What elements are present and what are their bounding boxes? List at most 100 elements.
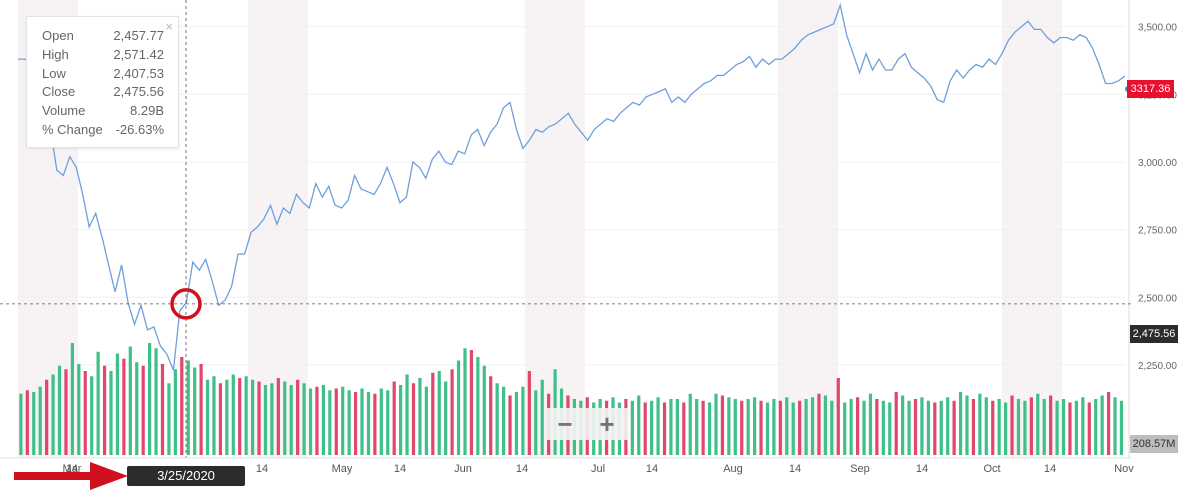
highlight-circle bbox=[170, 288, 202, 320]
volume-bar bbox=[527, 371, 531, 455]
volume-bar bbox=[881, 400, 885, 455]
volume-bar bbox=[328, 390, 332, 455]
volume-bar bbox=[180, 357, 184, 455]
volume-bar bbox=[444, 381, 448, 455]
last-price-badge: 3317.36 bbox=[1127, 80, 1174, 98]
y-tick-label: 2,500.00 bbox=[1138, 293, 1177, 304]
volume-bar bbox=[1119, 400, 1124, 455]
volume-bar bbox=[141, 365, 145, 455]
ohlc-tooltip: × Open 2,457.77 High 2,571.42 Low 2,407.… bbox=[26, 16, 179, 148]
volume-bar bbox=[186, 360, 190, 455]
volume-bar bbox=[199, 364, 203, 455]
x-tick-label: Aug bbox=[723, 463, 743, 475]
volume-bar bbox=[173, 369, 177, 455]
tooltip-value: 2,407.53 bbox=[113, 65, 164, 81]
volume-bar bbox=[740, 400, 744, 455]
volume-bar bbox=[804, 399, 808, 455]
tooltip-row-low: Low 2,407.53 bbox=[42, 65, 164, 84]
volume-bar bbox=[1049, 395, 1053, 455]
x-tick-label: 14 bbox=[916, 463, 928, 475]
volume-bar bbox=[508, 395, 512, 455]
volume-bar bbox=[1023, 400, 1027, 455]
tooltip-value: 2,571.42 bbox=[113, 46, 164, 62]
volume-bar bbox=[386, 390, 390, 455]
volume-bar bbox=[308, 388, 313, 455]
volume-bar bbox=[920, 397, 924, 455]
volume-bar bbox=[315, 386, 319, 455]
volume-bar bbox=[785, 397, 789, 455]
volume-bar bbox=[701, 400, 705, 455]
volume-bar bbox=[534, 390, 538, 455]
tooltip-label: Open bbox=[42, 28, 74, 43]
tooltip-row-volume: Volume 8.29B bbox=[42, 102, 164, 121]
tooltip-label: Low bbox=[42, 65, 66, 81]
close-icon[interactable]: × bbox=[165, 19, 173, 34]
volume-bar bbox=[399, 385, 403, 455]
volume-bar bbox=[366, 392, 371, 455]
volume-bar bbox=[746, 399, 750, 455]
tooltip-label: Volume bbox=[42, 103, 86, 119]
x-tick-label: Jun bbox=[454, 463, 472, 475]
volume-bar bbox=[450, 369, 454, 455]
volume-bar bbox=[115, 353, 120, 455]
volume-bar bbox=[289, 385, 293, 455]
x-tick-label: May bbox=[332, 463, 353, 475]
volume-bar bbox=[946, 397, 950, 455]
volume-bar bbox=[901, 395, 905, 455]
volume-bar bbox=[463, 348, 467, 455]
volume-bar bbox=[212, 376, 216, 455]
y-tick-label: 2,750.00 bbox=[1138, 226, 1177, 237]
volume-bar bbox=[1055, 400, 1059, 455]
volume-bar bbox=[250, 379, 255, 455]
volume-bar bbox=[302, 383, 306, 455]
volume-bar bbox=[276, 378, 280, 455]
x-tick-label: 14 bbox=[256, 463, 268, 475]
volume-bar bbox=[637, 395, 641, 455]
x-tick-label: 14 bbox=[789, 463, 801, 475]
x-tick-label: 14 bbox=[646, 463, 658, 475]
volume-bar bbox=[25, 390, 29, 455]
volume-bar bbox=[868, 393, 873, 455]
volume-bar bbox=[926, 400, 930, 455]
tooltip-value: 2,457.77 bbox=[113, 28, 164, 43]
volume-bar bbox=[836, 378, 840, 455]
volume-bar bbox=[38, 386, 42, 455]
volume-bar bbox=[353, 392, 358, 455]
volume-badge: 208.57M bbox=[1130, 435, 1178, 453]
tooltip-label: High bbox=[42, 46, 69, 62]
zoom-out-button[interactable]: − bbox=[557, 409, 573, 439]
volume-bar bbox=[540, 379, 544, 455]
volume-bar bbox=[57, 365, 62, 455]
volume-bar bbox=[1042, 399, 1046, 455]
volume-bar bbox=[823, 395, 828, 455]
volume-bar bbox=[688, 393, 692, 455]
volume-bar bbox=[675, 399, 679, 455]
volume-bar bbox=[122, 358, 126, 455]
x-tick-label: Oct bbox=[983, 463, 1000, 475]
volume-bar bbox=[1113, 397, 1117, 455]
tooltip-row-open: Open 2,457.77 bbox=[42, 27, 164, 46]
volume-bar bbox=[1029, 397, 1033, 455]
volume-bar bbox=[51, 374, 55, 455]
volume-bar bbox=[405, 374, 409, 455]
volume-bar bbox=[630, 400, 634, 455]
volume-bar bbox=[662, 402, 667, 455]
volume-bar bbox=[894, 392, 898, 455]
volume-bar bbox=[1074, 400, 1079, 455]
volume-bar bbox=[482, 365, 486, 455]
volume-bar bbox=[489, 376, 493, 455]
zoom-in-button[interactable]: + bbox=[599, 409, 615, 439]
volume-bar bbox=[283, 381, 287, 455]
grid-band bbox=[778, 0, 838, 458]
x-tick-label: 14 bbox=[394, 463, 406, 475]
x-tick-label: Sep bbox=[850, 463, 870, 475]
volume-bar bbox=[373, 393, 377, 455]
red-arrow-icon bbox=[14, 462, 128, 490]
volume-bar bbox=[238, 378, 242, 455]
volume-bar bbox=[817, 393, 821, 455]
grid-band bbox=[1002, 0, 1062, 458]
volume-bar bbox=[1016, 399, 1021, 455]
volume-bar bbox=[514, 392, 519, 455]
